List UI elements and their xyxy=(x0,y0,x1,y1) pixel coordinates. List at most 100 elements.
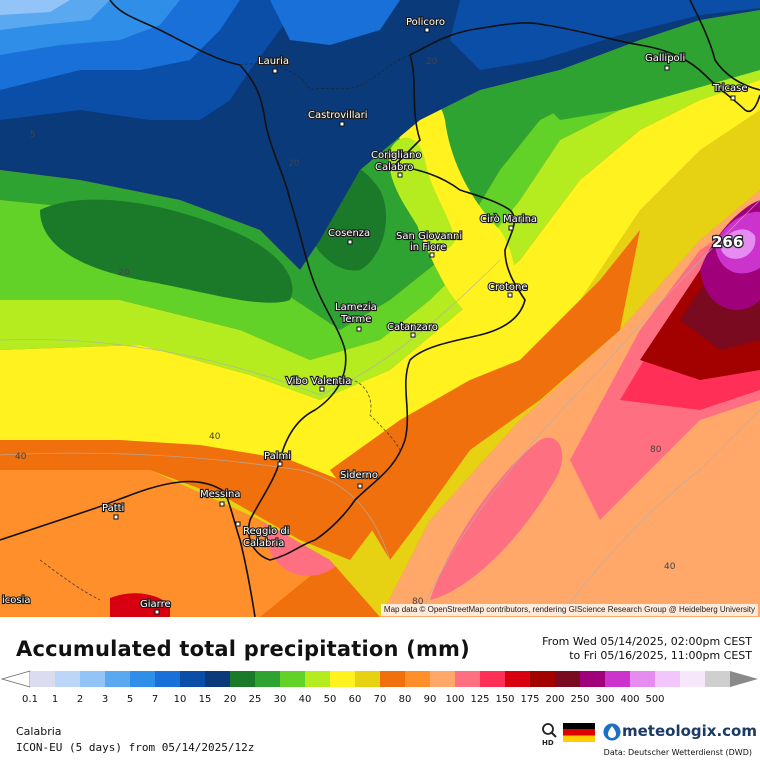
scale-swatch xyxy=(305,671,331,687)
city-marker xyxy=(424,27,430,33)
band-skyblue xyxy=(0,0,70,15)
band-lightgreen-sila xyxy=(389,137,455,249)
scale-swatch xyxy=(130,671,156,687)
scale-tick-label: 20 xyxy=(224,694,237,705)
band-pink-strong xyxy=(430,437,563,600)
city-labels: Policoro Lauria Gallipoli Tricase Castro… xyxy=(1,16,749,611)
band-green-northeast xyxy=(520,25,760,120)
contour-label: 20 xyxy=(288,159,300,169)
scale-swatch xyxy=(230,671,256,687)
scale-swatch xyxy=(30,671,56,687)
color-scale-ticks: 0.1 1 2 3 5 7 10 15 20 25 30 40 50 60 70 80 90 100 125 150 1… xyxy=(22,694,665,705)
scale-tick-label: 250 xyxy=(570,694,589,705)
coastlines xyxy=(0,0,760,617)
scale-tick-label: 125 xyxy=(470,694,489,705)
band-lilac-core xyxy=(720,229,756,259)
city-marker xyxy=(429,252,435,258)
color-scale-legend: 0.1 1 2 3 5 7 10 15 20 25 30 40 50 60 70 80 90 100 125 150 1… xyxy=(0,670,758,705)
ionian-coast xyxy=(314,54,526,541)
contour-label: 20 xyxy=(426,57,438,67)
city-label-lauria: Lauria xyxy=(258,56,289,67)
city-marker xyxy=(397,172,403,178)
meteologix-logo-icon xyxy=(603,723,621,741)
city-marker xyxy=(730,95,736,101)
sicily-coast xyxy=(0,480,256,617)
hd-toggle-button[interactable]: HD xyxy=(540,722,560,746)
scale-tick-label: 500 xyxy=(645,694,664,705)
city-marker xyxy=(319,386,325,392)
band-orange-sw xyxy=(0,470,330,617)
scale-tick-label: 0.1 xyxy=(22,694,38,705)
scale-tick-label: 70 xyxy=(374,694,387,705)
band-olive xyxy=(0,90,760,617)
germany-flag-icon[interactable] xyxy=(563,723,595,742)
brand-logo[interactable]: meteologix.com xyxy=(622,722,757,740)
scale-tick-label: 50 xyxy=(324,694,337,705)
city-label-cosenza: Cosenza xyxy=(328,228,370,239)
scale-tick-label: 30 xyxy=(274,694,287,705)
precipitation-map[interactable]: 20 5 20 20 40 40 80 40 80 266 Policoro xyxy=(0,0,760,617)
period-from: From Wed 05/14/2025, 02:00pm CEST xyxy=(542,635,752,648)
scale-swatch xyxy=(655,671,681,687)
region-name: Calabria xyxy=(16,725,62,738)
city-label-ciro-marina: Cirò Marina xyxy=(480,213,537,225)
city-label-reggio: Reggio di xyxy=(243,526,290,537)
scale-swatch xyxy=(455,671,481,687)
scale-tick-label: 150 xyxy=(495,694,514,705)
city-label-calabria: Calabria xyxy=(243,538,284,549)
scale-swatch xyxy=(405,671,431,687)
scale-swatch xyxy=(330,671,356,687)
band-blue-northcentral xyxy=(270,0,400,45)
city-marker xyxy=(113,514,119,520)
scale-swatch xyxy=(80,671,106,687)
scale-swatch xyxy=(155,671,181,687)
puglia-coast xyxy=(689,0,760,91)
city-label-san-giovanni: San Giovanni xyxy=(396,231,462,242)
band-lightgreen xyxy=(0,60,760,400)
city-label-policoro: Policoro xyxy=(406,17,445,28)
data-source: Data: Deutscher Wetterdienst (DWD) xyxy=(603,748,752,757)
scale-swatch xyxy=(480,671,506,687)
city-marker xyxy=(277,461,283,467)
scale-swatch xyxy=(55,671,81,687)
contour-label: 80 xyxy=(412,597,424,607)
scale-tick-label: 80 xyxy=(399,694,412,705)
scale-tick-label: 300 xyxy=(595,694,614,705)
scale-tick-label: 200 xyxy=(545,694,564,705)
scale-swatch xyxy=(255,671,281,687)
city-label-palmi: Palmi xyxy=(264,451,291,462)
band-blue-northeast xyxy=(450,0,760,70)
map-title: Accumulated total precipitation (mm) xyxy=(16,637,470,661)
band-orange-south xyxy=(0,440,380,560)
scale-swatch xyxy=(605,671,631,687)
scale-tick-label: 25 xyxy=(249,694,262,705)
scale-tick-label: 5 xyxy=(127,694,133,705)
band-yellow xyxy=(0,80,760,520)
city-label-nicosia: icosia xyxy=(2,595,31,606)
city-marker xyxy=(357,483,363,489)
city-label-calabro: Calabro xyxy=(375,162,413,173)
scale-tick-label: 40 xyxy=(299,694,312,705)
city-marker xyxy=(410,332,416,338)
scale-tick-label: 15 xyxy=(199,694,212,705)
scale-tick-label: 3 xyxy=(102,694,108,705)
city-label-lamezia: Lamezia xyxy=(335,302,377,313)
scale-swatch xyxy=(555,671,581,687)
scale-swatch xyxy=(580,671,606,687)
period-to: to Fri 05/16/2025, 11:00pm CEST xyxy=(569,649,752,662)
max-precip-label: 266 xyxy=(712,233,743,251)
scale-swatch xyxy=(355,671,381,687)
scale-swatch xyxy=(430,671,456,687)
scale-low-arrow xyxy=(0,670,31,688)
scale-tick-label: 7 xyxy=(152,694,158,705)
tyrrhenian-coast xyxy=(109,0,347,561)
scale-swatch xyxy=(180,671,206,687)
city-marker xyxy=(356,326,362,332)
scale-tick-label: 1 xyxy=(52,694,58,705)
band-yellow-sila xyxy=(399,97,515,323)
map-attribution[interactable]: Map data © OpenStreetMap contributors, r… xyxy=(380,604,758,616)
precip-bands xyxy=(0,0,760,617)
scale-swatch xyxy=(205,671,231,687)
city-marker xyxy=(664,65,670,71)
scale-swatch xyxy=(505,671,531,687)
